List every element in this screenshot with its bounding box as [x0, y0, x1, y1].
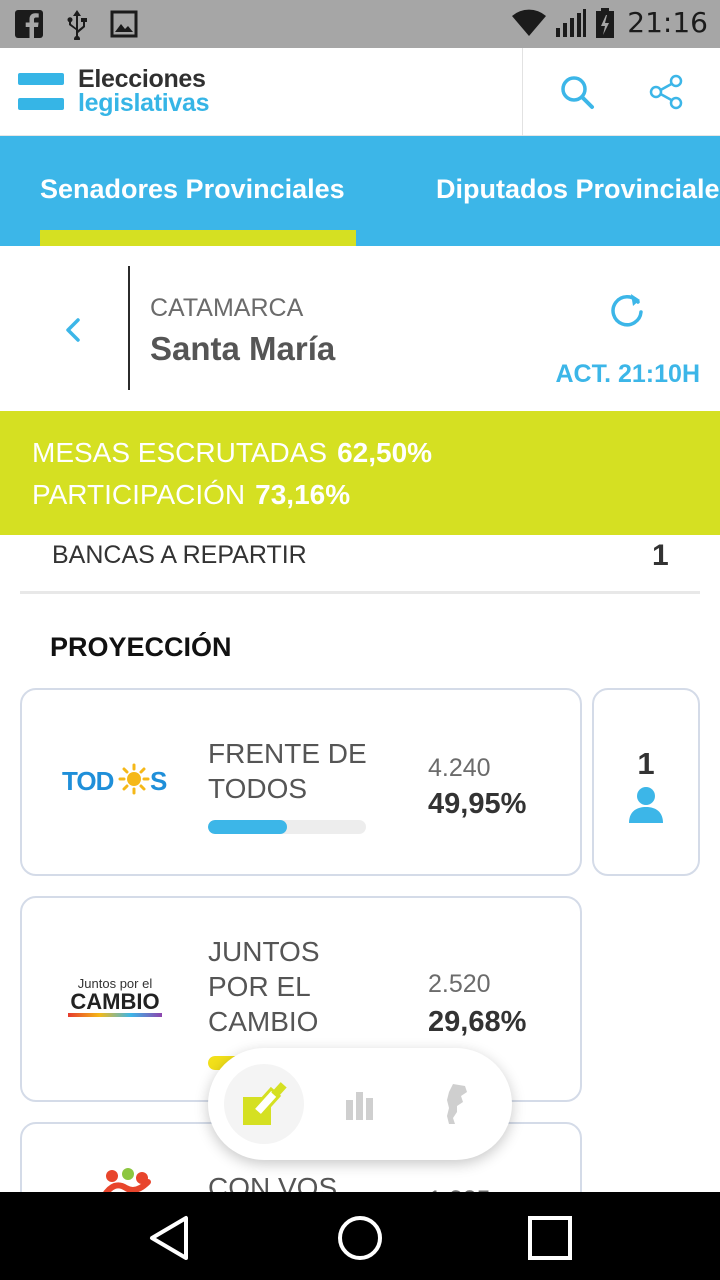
- refresh-icon: [611, 294, 643, 327]
- home-nav-button[interactable]: [332, 1210, 388, 1266]
- ballot-view-button[interactable]: [224, 1064, 304, 1144]
- bancas-row: BANCAS A REPARTIR 1: [0, 535, 720, 595]
- battery-icon: [596, 7, 615, 38]
- signal-icon: [556, 8, 587, 37]
- mesas-label: MESAS ESCRUTADAS: [32, 437, 328, 468]
- facebook-icon: [15, 10, 43, 39]
- map-view-button[interactable]: [416, 1064, 496, 1144]
- last-updated: ACT. 21:10H: [555, 360, 701, 388]
- bancas-value: 1: [652, 539, 669, 572]
- location-header: CATAMARCA Santa María ACT. 21:10H: [0, 246, 720, 411]
- bancas-divider: [20, 591, 700, 594]
- party-name: JUNTOS POR EL CAMBIO: [208, 936, 320, 1037]
- party-name: FRENTE DE TODOS: [208, 738, 367, 804]
- bar-chart-icon: [346, 1092, 373, 1120]
- seat-card: 1: [592, 688, 700, 876]
- app-header: Elecciones legislativas: [0, 48, 720, 136]
- logo-stripes-icon: [18, 73, 64, 111]
- chart-view-button[interactable]: [320, 1064, 400, 1144]
- mesas-escrutadas-row: MESAS ESCRUTADAS 62,50%: [32, 437, 432, 469]
- search-icon: [561, 76, 594, 109]
- svg-text:S: S: [150, 766, 167, 796]
- floating-view-switcher: [208, 1048, 512, 1160]
- party-percent: 49,95%: [428, 788, 527, 820]
- stats-band: MESAS ESCRUTADAS 62,50% PARTICIPACIÓN 73,1…: [0, 411, 720, 535]
- jxc-logo-line1: Juntos por el: [77, 976, 153, 991]
- back-nav-button[interactable]: [142, 1210, 198, 1266]
- ballot-icon: [243, 1082, 287, 1125]
- party-percent: 29,68%: [428, 1006, 527, 1038]
- jxc-logo-line2: CAMBIO: [70, 989, 160, 1014]
- tab-senadores-provinciales[interactable]: Senadores Provinciales: [40, 174, 345, 204]
- party-votes: 2.520: [428, 970, 491, 998]
- mesas-value: 62,50%: [337, 437, 433, 468]
- status-time: 21:16: [627, 6, 708, 39]
- status-bar: 21:16: [0, 0, 720, 48]
- party-votes: 4.240: [428, 754, 491, 782]
- participacion-label: PARTICIPACIÓN: [32, 479, 246, 510]
- status-right-icons: 21:16: [511, 6, 708, 39]
- party-card-frente-de-todos[interactable]: TOD S FRENTE DE TODOS 4.240 49,95%: [20, 688, 582, 876]
- usb-icon: [67, 10, 87, 40]
- section-title: PROYECCIÓN: [50, 632, 232, 662]
- province-name: CATAMARCA: [150, 294, 304, 322]
- participacion-row: PARTICIPACIÓN 73,16%: [32, 479, 350, 511]
- tab-bar: Senadores Provinciales Diputados Provinc…: [0, 136, 720, 246]
- app-title: Elecciones: [78, 65, 206, 93]
- chevron-left-icon: [66, 318, 80, 342]
- share-button[interactable]: [644, 70, 688, 114]
- con-vos-logo: [98, 1166, 154, 1211]
- jxc-logo-stripe: [68, 1013, 162, 1017]
- participacion-value: 73,16%: [255, 479, 351, 510]
- home-icon: [338, 1216, 382, 1260]
- recents-icon: [528, 1216, 572, 1260]
- vote-share-fill: [208, 820, 287, 834]
- argentina-map-icon: [447, 1084, 467, 1124]
- refresh-button[interactable]: [607, 290, 647, 330]
- vote-share-bar: [208, 820, 366, 834]
- app-subtitle: legislativas: [78, 89, 210, 117]
- bancas-label: BANCAS A REPARTIR: [52, 541, 307, 569]
- header-divider: [522, 48, 523, 136]
- tab-diputados-provinciales[interactable]: Diputados Provinciales: [436, 174, 720, 204]
- recents-nav-button[interactable]: [522, 1210, 578, 1266]
- svg-text:TOD: TOD: [62, 766, 114, 796]
- wifi-icon: [512, 9, 547, 36]
- back-icon: [150, 1216, 188, 1260]
- person-icon: [629, 787, 663, 823]
- system-nav-bar: [0, 1192, 720, 1280]
- share-icon: [649, 74, 683, 110]
- seat-count: 1: [637, 746, 655, 781]
- status-left-icons: [14, 8, 138, 40]
- search-button[interactable]: [555, 70, 599, 114]
- juntos-por-el-cambio-logo: Juntos por el CAMBIO: [66, 976, 164, 1017]
- back-button[interactable]: [56, 312, 92, 348]
- image-icon: [110, 10, 138, 38]
- frente-de-todos-logo: TOD S: [62, 760, 172, 805]
- active-tab-indicator: [40, 230, 356, 246]
- location-divider: [128, 266, 130, 390]
- district-name: Santa María: [150, 330, 336, 367]
